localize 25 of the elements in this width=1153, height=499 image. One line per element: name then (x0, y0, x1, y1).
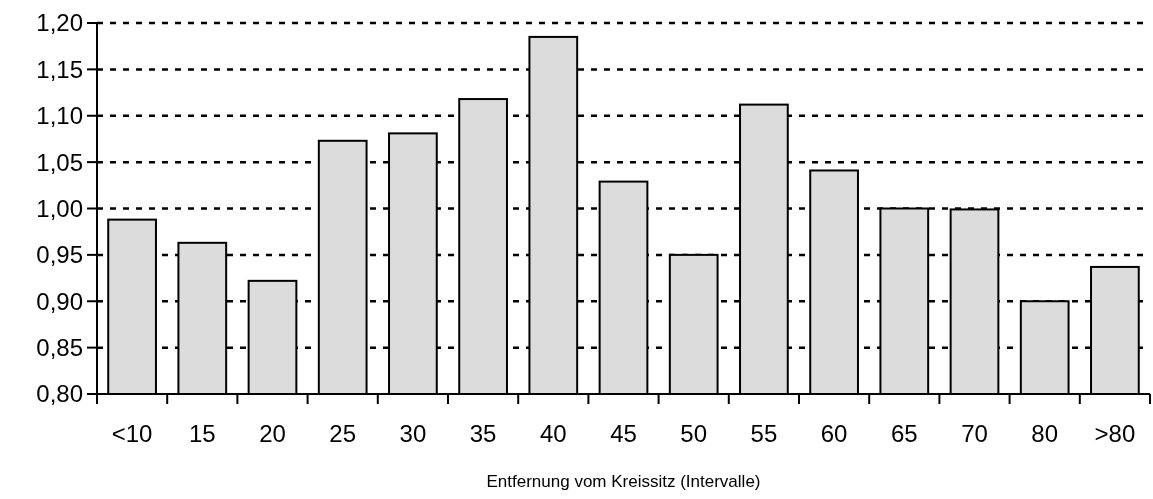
y-tick-label: 0,85 (36, 334, 83, 362)
x-tick-label: 40 (539, 420, 567, 447)
y-tick-label: 1,20 (36, 9, 83, 37)
x-axis-title: Entfernung vom Kreissitz (Intervalle) (486, 472, 761, 491)
y-tick-label: 1,15 (36, 55, 83, 83)
x-tick-label: 80 (1031, 420, 1059, 447)
y-tick-label: 0,90 (36, 287, 83, 315)
x-tick-label: 70 (961, 420, 988, 447)
x-tick-label: 65 (890, 420, 918, 447)
y-tick-label: 1,00 (36, 194, 83, 222)
x-tick-label: 35 (469, 420, 497, 447)
y-tick-label: 0,80 (36, 380, 83, 408)
x-tick-label: 50 (680, 420, 708, 447)
x-tick-label: 15 (188, 420, 216, 447)
x-tick-label: 20 (259, 420, 286, 447)
x-tick-label: 55 (750, 420, 778, 447)
x-tick-label: 30 (399, 420, 427, 447)
y-tick-label: 1,05 (36, 148, 83, 176)
x-tick-label: >80 (1094, 420, 1136, 447)
y-tick-label: 1,10 (36, 102, 83, 130)
x-tick-label: 60 (820, 420, 848, 447)
x-tick-label: 45 (610, 420, 637, 447)
x-tick-label: 25 (329, 420, 357, 447)
x-tick-label: <10 (111, 420, 153, 447)
y-tick-label: 0,95 (36, 241, 83, 269)
